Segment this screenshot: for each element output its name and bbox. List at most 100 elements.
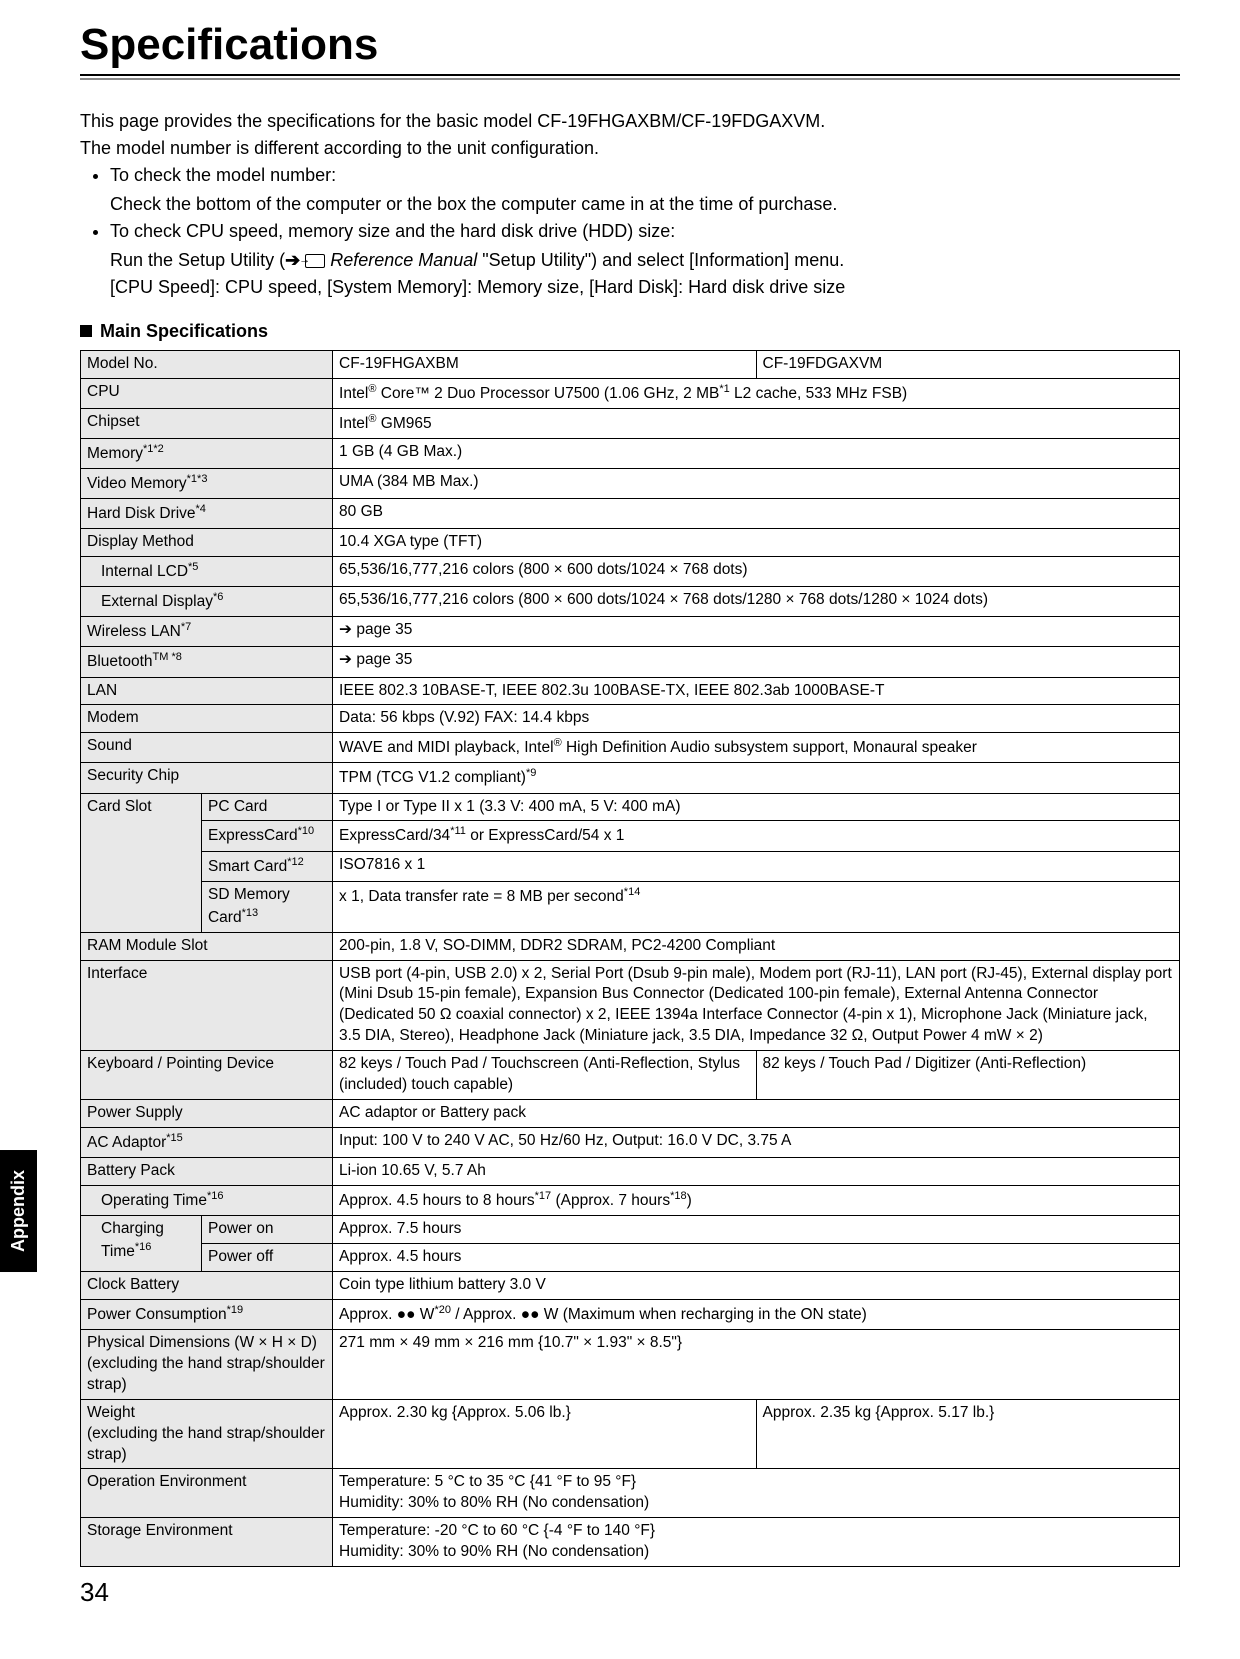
label-hdd: Hard Disk Drive*4 [81,499,333,529]
label-display-method: Display Method [81,529,333,557]
value-storage-env: Temperature: -20 °C to 60 °C {-4 °F to 1… [333,1518,1180,1567]
intro-line2: The model number is different according … [80,135,1180,162]
label-smart-card: Smart Card*12 [201,851,332,881]
label-op-env: Operation Environment [81,1469,333,1518]
value-power-consumption: Approx. ●● W*20 / Approx. ●● W (Maximum … [333,1299,1180,1329]
label-express-card: ExpressCard*10 [201,821,332,851]
table-row: LANIEEE 802.3 10BASE-T, IEEE 802.3u 100B… [81,677,1180,705]
label-power-supply: Power Supply [81,1100,333,1128]
value-interface: USB port (4-pin, USB 2.0) x 2, Serial Po… [333,960,1180,1051]
table-row: Weight (excluding the hand strap/shoulde… [81,1399,1180,1469]
section-header: Main Specifications [80,321,1180,342]
value-weight1: Approx. 2.30 kg {Approx. 5.06 lb.} [333,1399,756,1469]
table-row: ModemData: 56 kbps (V.92) FAX: 14.4 kbps [81,705,1180,733]
label-internal-lcd: Internal LCD*5 [81,557,333,587]
value-bluetooth: ➔ page 35 [333,647,1180,677]
value-ram-module-slot: 200-pin, 1.8 V, SO-DIMM, DDR2 SDRAM, PC2… [333,932,1180,960]
table-row: Operating Time*16Approx. 4.5 hours to 8 … [81,1186,1180,1216]
intro-text-c: "Setup Utility") and select [Information… [477,250,844,270]
label-sound: Sound [81,733,333,763]
table-row: Model No.CF-19FHGAXBMCF-19FDGAXVM [81,351,1180,379]
value-pc-card: Type I or Type II x 1 (3.3 V: 400 mA, 5 … [333,793,1180,821]
label-storage-env: Storage Environment [81,1518,333,1567]
label-modem: Modem [81,705,333,733]
table-row: Card SlotPC CardType I or Type II x 1 (3… [81,793,1180,821]
label-video-memory: Video Memory*1*3 [81,469,333,499]
value-wireless-lan: ➔ page 35 [333,617,1180,647]
label-wireless-lan: Wireless LAN*7 [81,617,333,647]
label-power-on: Power on [201,1216,332,1244]
value-physical-dim: 271 mm × 49 mm × 216 mm {10.7" × 1.93" ×… [333,1329,1180,1399]
value-power-off: Approx. 4.5 hours [333,1244,1180,1272]
label-keyboard: Keyboard / Pointing Device [81,1051,333,1100]
table-row: SoundWAVE and MIDI playback, Intel® High… [81,733,1180,763]
table-row: Storage EnvironmentTemperature: -20 °C t… [81,1518,1180,1567]
table-row: Physical Dimensions (W × H × D) (excludi… [81,1329,1180,1399]
value-external-display: 65,536/16,777,216 colors (800 × 600 dots… [333,587,1180,617]
table-row: Video Memory*1*3UMA (384 MB Max.) [81,469,1180,499]
label-cpu: CPU [81,378,333,408]
table-row: RAM Module Slot200-pin, 1.8 V, SO-DIMM, … [81,932,1180,960]
table-row: Memory*1*21 GB (4 GB Max.) [81,439,1180,469]
page-number: 34 [80,1577,1180,1608]
reference-manual-icon [305,254,325,268]
value-weight2: Approx. 2.35 kg {Approx. 5.17 lb.} [756,1399,1180,1469]
label-power-consumption: Power Consumption*19 [81,1299,333,1329]
value-express-card: ExpressCard/34*11 or ExpressCard/54 x 1 [333,821,1180,851]
label-ac-adaptor: AC Adaptor*15 [81,1128,333,1158]
value-chipset: Intel® GM965 [333,409,1180,439]
value-smart-card: ISO7816 x 1 [333,851,1180,881]
label-external-display: External Display*6 [81,587,333,617]
intro-bullet1: To check the model number: [110,162,1180,189]
label-power-off: Power off [201,1244,332,1272]
label-interface: Interface [81,960,333,1051]
label-memory: Memory*1*2 [81,439,333,469]
intro-block: This page provides the specifications fo… [80,108,1180,301]
label-lan: LAN [81,677,333,705]
value-sd-memory-card: x 1, Data transfer rate = 8 MB per secon… [333,881,1180,932]
label-weight: Weight (excluding the hand strap/shoulde… [81,1399,333,1469]
value-internal-lcd: 65,536/16,777,216 colors (800 × 600 dots… [333,557,1180,587]
title-rule [80,74,1180,80]
table-row: Keyboard / Pointing Device82 keys / Touc… [81,1051,1180,1100]
table-row: Hard Disk Drive*480 GB [81,499,1180,529]
value-cpu: Intel® Core™ 2 Duo Processor U7500 (1.06… [333,378,1180,408]
specifications-table: Model No.CF-19FHGAXBMCF-19FDGAXVM CPUInt… [80,350,1180,1567]
intro-line1: This page provides the specifications fo… [80,108,1180,135]
table-row: Security ChipTPM (TCG V1.2 compliant)*9 [81,763,1180,793]
intro-text-italic: Reference Manual [325,250,477,270]
value-security-chip: TPM (TCG V1.2 compliant)*9 [333,763,1180,793]
table-row: Charging Time*16Power onApprox. 7.5 hour… [81,1216,1180,1244]
label-physical-dim: Physical Dimensions (W × H × D) (excludi… [81,1329,333,1399]
value-power-on: Approx. 7.5 hours [333,1216,1180,1244]
label-bluetooth: BluetoothTM *8 [81,647,333,677]
table-row: Internal LCD*565,536/16,777,216 colors (… [81,557,1180,587]
label-chipset: Chipset [81,409,333,439]
value-battery-pack: Li-ion 10.65 V, 5.7 Ah [333,1158,1180,1186]
table-row: Operation EnvironmentTemperature: 5 °C t… [81,1469,1180,1518]
intro-text-a: Run the Setup Utility ( [110,250,285,270]
value-clock-battery: Coin type lithium battery 3.0 V [333,1271,1180,1299]
value-model2: CF-19FDGAXVM [756,351,1180,379]
value-power-supply: AC adaptor or Battery pack [333,1100,1180,1128]
value-model1: CF-19FHGAXBM [333,351,756,379]
label-charging-time: Charging Time*16 [81,1216,202,1272]
label-model-no: Model No. [81,351,333,379]
label-sd-memory-card: SD Memory Card*13 [201,881,332,932]
label-clock-battery: Clock Battery [81,1271,333,1299]
table-row: Power offApprox. 4.5 hours [81,1244,1180,1272]
arrow-icon: ➔ [285,250,300,270]
label-card-slot: Card Slot [81,793,202,932]
value-operating-time: Approx. 4.5 hours to 8 hours*17 (Approx.… [333,1186,1180,1216]
table-row: ChipsetIntel® GM965 [81,409,1180,439]
value-op-env: Temperature: 5 °C to 35 °C {41 °F to 95 … [333,1469,1180,1518]
label-battery-pack: Battery Pack [81,1158,333,1186]
table-row: Battery PackLi-ion 10.65 V, 5.7 Ah [81,1158,1180,1186]
table-row: SD Memory Card*13x 1, Data transfer rate… [81,881,1180,932]
table-row: Display Method10.4 XGA type (TFT) [81,529,1180,557]
square-bullet-icon [80,325,92,337]
value-sound: WAVE and MIDI playback, Intel® High Defi… [333,733,1180,763]
table-row: Wireless LAN*7➔ page 35 [81,617,1180,647]
table-row: Power Consumption*19Approx. ●● W*20 / Ap… [81,1299,1180,1329]
table-row: CPUIntel® Core™ 2 Duo Processor U7500 (1… [81,378,1180,408]
